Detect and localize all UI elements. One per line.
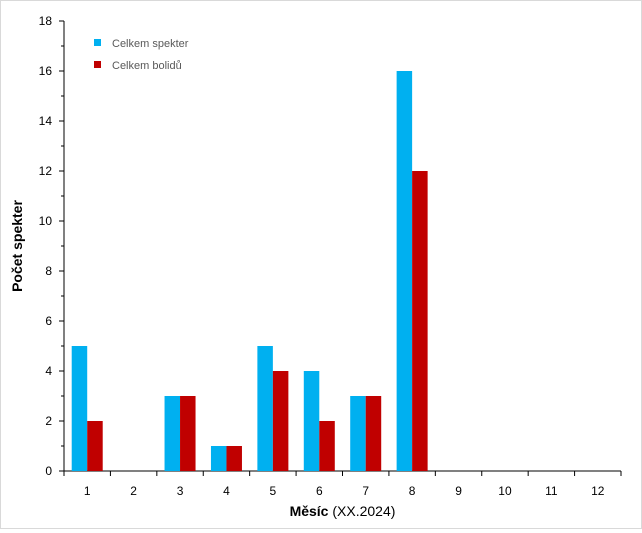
bar-bolidu (272, 371, 289, 471)
x-tick-label: 5 (270, 484, 277, 498)
x-axis-title: Měsíc (XX.2024) (290, 503, 396, 519)
bar-bolidu (180, 396, 196, 471)
bar-bolidu (365, 396, 382, 471)
x-tick-label: 7 (362, 484, 369, 498)
x-tick-label: 1 (84, 484, 91, 498)
x-tick-label: 10 (498, 484, 512, 498)
x-tick-label: 8 (409, 484, 416, 498)
bar-spekter (164, 396, 181, 471)
legend-swatch (94, 61, 101, 68)
x-tick-labels: 1 2 3 4 5 6 7 8 9 10 11 12 (84, 484, 605, 498)
bar-spekter (303, 371, 320, 471)
axes (59, 20, 622, 476)
bar-spekter (210, 446, 227, 471)
y-tick-label: 6 (45, 314, 52, 328)
bar-bolidu (319, 421, 335, 471)
y-tick-label: 18 (39, 14, 53, 28)
x-tick-label: 9 (455, 484, 462, 498)
y-tick-label: 2 (45, 414, 52, 428)
y-tick-label: 14 (39, 114, 53, 128)
bar-spekter (71, 346, 88, 471)
y-tick-label: 8 (45, 264, 52, 278)
legend: Celkem spekter Celkem bolidů (94, 38, 189, 72)
bar-spekter (396, 71, 413, 471)
y-tick-label: 4 (45, 364, 52, 378)
legend-swatch (94, 39, 101, 46)
y-axis-title: Počet spekter (9, 200, 25, 292)
y-tick-label: 0 (45, 464, 52, 478)
legend-label: Celkem spekter (112, 38, 189, 50)
y-tick-label: 12 (39, 164, 53, 178)
x-tick-label: 6 (316, 484, 323, 498)
x-tick-label: 11 (545, 484, 558, 498)
bar-bolidu (412, 171, 428, 471)
y-tick-label: 16 (39, 64, 53, 78)
bars (71, 71, 428, 471)
bar-spekter (350, 396, 366, 471)
legend-label: Celkem bolidů (112, 60, 182, 72)
x-tick-label: 2 (130, 484, 137, 498)
x-tick-label: 12 (591, 484, 605, 498)
bar-bolidu (226, 446, 242, 471)
x-tick-label: 3 (177, 484, 184, 498)
y-tick-labels: 0 2 4 6 8 10 12 14 16 18 (39, 14, 53, 478)
x-tick-label: 4 (223, 484, 230, 498)
bar-bolidu (87, 421, 103, 471)
bar-spekter (257, 346, 273, 471)
y-tick-label: 10 (39, 214, 53, 228)
